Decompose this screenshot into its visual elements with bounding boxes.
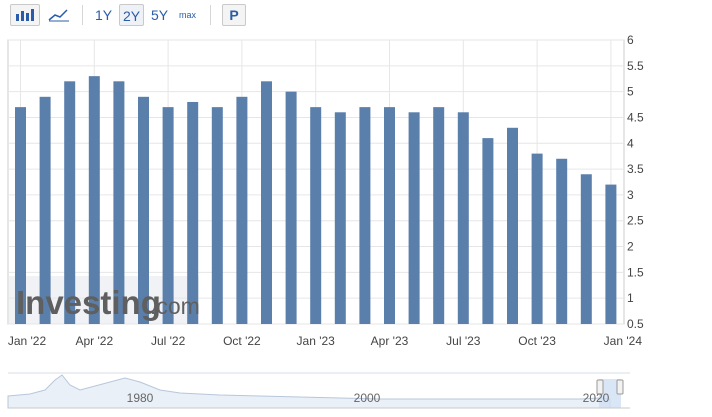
bar[interactable] — [211, 107, 223, 324]
y-tick-label: 2 — [627, 240, 634, 254]
x-axis: Jan '22 Apr '22 Jul '22 Oct '22 Jan '23 Apr '… — [8, 334, 642, 348]
bar[interactable] — [162, 107, 174, 324]
y-tick-label: 5 — [627, 85, 634, 99]
bar[interactable] — [39, 96, 51, 324]
y-axis: 0.5 1 1.5 2 2.5 3 3.5 4 4.5 5 5.5 6 — [627, 33, 644, 331]
y-tick-label: 3 — [627, 188, 634, 202]
range-2y-button[interactable]: 2Y — [119, 4, 145, 26]
y-tick-label: 3.5 — [627, 162, 644, 176]
y-tick-label: 6 — [627, 33, 634, 47]
bar[interactable] — [138, 96, 149, 324]
bars — [15, 76, 617, 325]
bar[interactable] — [64, 81, 76, 325]
bar[interactable] — [507, 127, 518, 324]
toolbar-divider — [210, 5, 211, 25]
x-tick-label: Jan '24 — [604, 334, 643, 348]
navigator-right-handle[interactable] — [616, 379, 624, 395]
p-button[interactable]: P — [222, 4, 246, 26]
area-chart-icon[interactable] — [44, 4, 74, 26]
chart-toolbar: 1Y 2Y 5Y max P — [0, 0, 712, 30]
watermark-brand: Investing — [16, 284, 161, 321]
bar[interactable] — [580, 174, 592, 324]
bar[interactable] — [482, 138, 494, 324]
navigator-label-1980: 1980 — [127, 391, 154, 405]
range-max-button[interactable]: max — [179, 10, 197, 20]
bar[interactable] — [285, 91, 297, 325]
toolbar-divider — [82, 5, 83, 25]
bar[interactable] — [408, 112, 420, 324]
bar[interactable] — [556, 158, 568, 324]
bar[interactable] — [334, 112, 346, 324]
x-tick-label: Apr '23 — [371, 334, 409, 348]
y-tick-label: 1.5 — [627, 265, 644, 279]
x-tick-label: Oct '22 — [223, 334, 261, 348]
x-tick-label: Jan '22 — [8, 334, 47, 348]
range-5y-button[interactable]: 5Y — [151, 7, 169, 23]
navigator[interactable]: 1980 2000 2020 — [7, 372, 630, 409]
watermark-suffix: .com — [150, 293, 200, 319]
y-tick-label: 4.5 — [627, 110, 644, 124]
navigator-left-handle[interactable] — [596, 379, 604, 395]
bar[interactable] — [88, 76, 100, 325]
x-tick-label: Jul '22 — [151, 334, 186, 348]
x-tick-label: Jul '23 — [446, 334, 481, 348]
y-tick-label: 1 — [627, 291, 634, 305]
y-tick-label: 2.5 — [627, 214, 644, 228]
x-tick-label: Apr '22 — [75, 334, 113, 348]
navigator-label-2000: 2000 — [354, 391, 381, 405]
bar[interactable] — [187, 101, 199, 324]
bar[interactable] — [605, 184, 617, 324]
navigator-selection[interactable] — [599, 379, 621, 408]
bar[interactable] — [261, 81, 272, 325]
y-tick-label: 0.5 — [627, 317, 644, 331]
bar[interactable] — [113, 81, 125, 325]
bar[interactable] — [531, 153, 543, 324]
bar[interactable] — [457, 112, 469, 324]
y-tick-label: 4 — [627, 136, 634, 150]
x-tick-label: Jan '23 — [297, 334, 336, 348]
bar-chart-icon[interactable] — [10, 4, 40, 26]
bar[interactable] — [433, 107, 445, 324]
bar[interactable] — [236, 96, 248, 324]
bar[interactable] — [359, 107, 371, 324]
bar[interactable] — [384, 107, 395, 324]
navigator-label-2020: 2020 — [583, 391, 610, 405]
bar[interactable] — [310, 107, 322, 324]
bar[interactable] — [15, 107, 26, 324]
investing-logo: Investing .com — [16, 284, 200, 321]
y-tick-label: 5.5 — [627, 59, 644, 73]
range-1y-button[interactable]: 1Y — [95, 7, 113, 23]
x-tick-label: Oct '23 — [518, 334, 556, 348]
